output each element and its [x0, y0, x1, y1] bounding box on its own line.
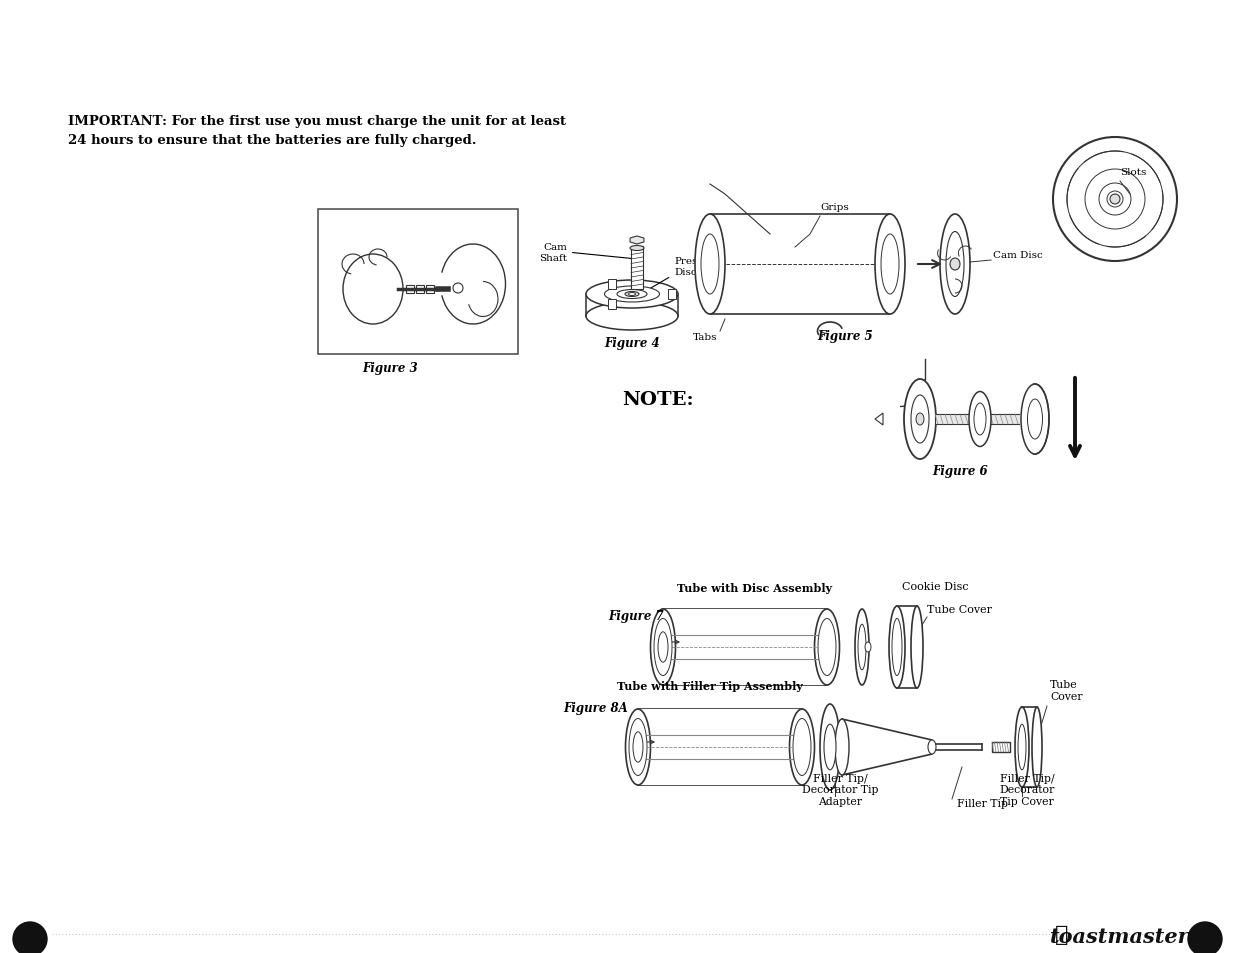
Ellipse shape	[858, 624, 866, 670]
Ellipse shape	[655, 618, 672, 676]
Ellipse shape	[651, 609, 676, 685]
Text: 7.: 7.	[1199, 933, 1212, 945]
Polygon shape	[630, 236, 643, 245]
Text: IMPORTANT: For the first use you must charge the unit for at least
24 hours to e: IMPORTANT: For the first use you must ch…	[68, 115, 566, 147]
Circle shape	[1110, 194, 1120, 205]
Text: Figure 5: Figure 5	[818, 330, 873, 343]
Ellipse shape	[629, 719, 647, 776]
Ellipse shape	[940, 214, 969, 314]
Ellipse shape	[618, 291, 647, 299]
Bar	[663, 609, 827, 685]
Text: Slots: Slots	[1120, 168, 1146, 177]
Ellipse shape	[889, 606, 905, 688]
Text: Figure 3: Figure 3	[362, 361, 417, 375]
Ellipse shape	[916, 414, 924, 426]
Text: Tube Cover: Tube Cover	[927, 604, 992, 615]
Text: toastmaster: toastmaster	[1050, 926, 1189, 946]
Bar	[608, 300, 616, 310]
Bar	[608, 279, 616, 290]
Bar	[935, 415, 1025, 424]
Polygon shape	[842, 720, 932, 775]
Ellipse shape	[630, 246, 643, 252]
Bar	[317, 210, 517, 355]
Ellipse shape	[793, 719, 811, 776]
Ellipse shape	[1018, 724, 1026, 770]
Ellipse shape	[629, 294, 636, 296]
Ellipse shape	[892, 618, 902, 676]
Text: Tube
Cover: Tube Cover	[1050, 679, 1083, 701]
Ellipse shape	[911, 606, 923, 688]
Ellipse shape	[695, 214, 725, 314]
Ellipse shape	[658, 632, 668, 662]
Ellipse shape	[824, 724, 836, 770]
Bar	[416, 286, 424, 294]
Bar	[406, 286, 414, 294]
Text: Figure 4: Figure 4	[604, 336, 659, 350]
Text: Figure 7: Figure 7	[608, 609, 663, 622]
Text: Filler Tip: Filler Tip	[957, 799, 1008, 808]
Text: Filler Tip/
Decorator Tip
Adapter: Filler Tip/ Decorator Tip Adapter	[802, 773, 878, 806]
Bar	[638, 709, 802, 785]
Ellipse shape	[1032, 707, 1042, 787]
Text: Filler Tip/
Decorator
Tip Cover: Filler Tip/ Decorator Tip Cover	[999, 773, 1055, 806]
Bar	[1020, 385, 1035, 455]
Ellipse shape	[820, 704, 840, 790]
Bar	[426, 286, 433, 294]
Ellipse shape	[927, 740, 936, 754]
Ellipse shape	[855, 609, 869, 685]
Circle shape	[1188, 923, 1221, 953]
Ellipse shape	[911, 395, 929, 443]
Ellipse shape	[946, 233, 965, 297]
Text: Cam
Shaft: Cam Shaft	[538, 243, 635, 262]
Text: Press
Disc: Press Disc	[646, 257, 703, 292]
Ellipse shape	[625, 709, 651, 785]
Bar	[710, 214, 890, 314]
Ellipse shape	[701, 234, 719, 294]
Text: Tube with Filler Tip Assembly: Tube with Filler Tip Assembly	[618, 680, 803, 691]
Text: Figure 8A: Figure 8A	[563, 701, 627, 714]
Ellipse shape	[604, 287, 659, 303]
Ellipse shape	[818, 618, 836, 676]
Text: Cam Disc: Cam Disc	[993, 251, 1042, 260]
Text: Tabs: Tabs	[693, 333, 718, 341]
Ellipse shape	[876, 214, 905, 314]
Ellipse shape	[815, 609, 840, 685]
Text: NOTE:: NOTE:	[622, 391, 694, 409]
Text: Figure 6: Figure 6	[932, 464, 988, 477]
Ellipse shape	[864, 642, 871, 652]
Bar	[668, 290, 676, 299]
Ellipse shape	[904, 379, 936, 459]
Text: 🍴: 🍴	[1056, 924, 1068, 944]
Ellipse shape	[950, 258, 960, 271]
Ellipse shape	[835, 720, 848, 775]
Text: 6.: 6.	[23, 933, 37, 945]
Ellipse shape	[585, 281, 678, 309]
Bar	[631, 247, 643, 290]
Ellipse shape	[1028, 399, 1042, 439]
Text: Tube with Disc Assembly: Tube with Disc Assembly	[678, 582, 832, 594]
Text: Grips: Grips	[820, 203, 848, 212]
Text: Cookie Disc: Cookie Disc	[902, 581, 968, 592]
Ellipse shape	[969, 392, 990, 447]
Ellipse shape	[1021, 385, 1049, 455]
Ellipse shape	[974, 403, 986, 436]
Ellipse shape	[634, 732, 643, 762]
Ellipse shape	[585, 303, 678, 331]
Circle shape	[14, 923, 47, 953]
Bar	[992, 742, 1010, 752]
Ellipse shape	[789, 709, 815, 785]
Ellipse shape	[1015, 707, 1029, 787]
Circle shape	[1053, 138, 1177, 262]
Ellipse shape	[881, 234, 899, 294]
Ellipse shape	[625, 293, 638, 297]
